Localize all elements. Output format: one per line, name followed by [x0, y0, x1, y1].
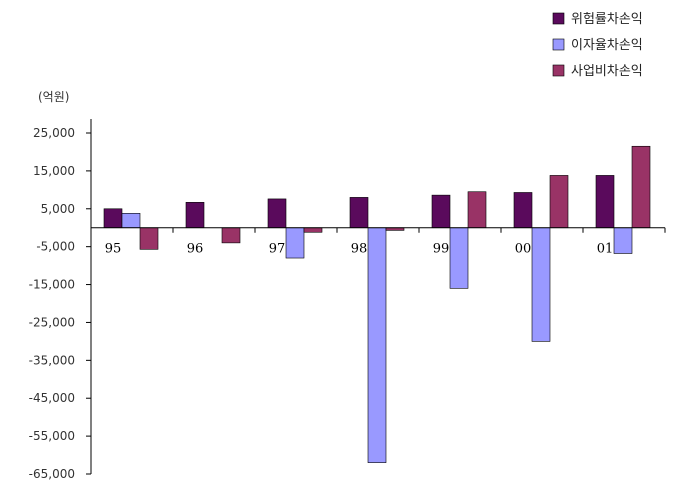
y-tick-label: -65,000 [29, 467, 75, 481]
bar [449, 227, 469, 289]
y-axis-ticks: 25,000 15,000 5,000 -5,000 -15,000 -25,000 -35… [29, 126, 91, 481]
bar [349, 197, 369, 229]
bar [513, 192, 533, 229]
legend-swatch [552, 12, 565, 25]
bar [185, 202, 205, 229]
bar [121, 213, 141, 229]
legend-swatch [552, 64, 565, 77]
y-axis-unit-label: (억원) [38, 90, 69, 104]
bar [467, 191, 487, 229]
legend-label: 위험률차손익 [571, 12, 643, 27]
y-tick-label: 15,000 [33, 164, 75, 178]
bar [367, 227, 387, 463]
y-tick-label: -45,000 [29, 391, 75, 405]
bar [303, 227, 323, 233]
y-tick-label: -55,000 [29, 429, 75, 443]
x-axis-ticks [90, 227, 666, 233]
bar [431, 194, 451, 229]
legend-label: 이자율차손익 [571, 38, 643, 53]
x-category-label: 97 [269, 242, 286, 257]
y-tick-label: 5,000 [41, 202, 75, 216]
bar [221, 227, 241, 244]
y-tick-label: -5,000 [36, 240, 75, 254]
bar [595, 175, 615, 229]
y-tick-label: -25,000 [29, 315, 75, 329]
x-category-label: 01 [597, 242, 614, 257]
y-tick-label: -35,000 [29, 353, 75, 367]
legend-swatch [552, 38, 565, 51]
bar [285, 227, 305, 259]
bar [267, 198, 287, 229]
x-category-label: 96 [187, 242, 204, 257]
bar [631, 145, 651, 229]
x-category-label: 99 [433, 242, 450, 257]
x-category-label: 95 [105, 242, 122, 257]
category-labels: 95 96 97 98 99 00 01 [105, 242, 614, 257]
bars [103, 145, 651, 463]
bar [613, 227, 633, 254]
legend-label: 사업비차손익 [571, 64, 643, 79]
bar [139, 227, 159, 250]
x-category-label: 98 [351, 242, 368, 257]
bar [103, 208, 123, 229]
y-tick-label: -15,000 [29, 278, 75, 292]
y-tick-label: 25,000 [33, 126, 75, 140]
x-category-label: 00 [515, 242, 532, 257]
bar [549, 175, 569, 229]
bar [531, 227, 551, 342]
